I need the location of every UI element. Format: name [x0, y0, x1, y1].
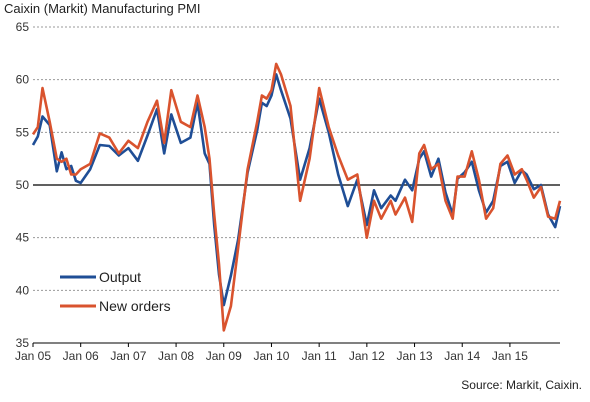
x-tick-label: Jan 07	[110, 349, 146, 363]
y-axis: 35 40 45 50 55 60 65	[16, 20, 30, 350]
legend-label: New orders	[99, 298, 171, 314]
y-tick-label: 50	[16, 178, 30, 192]
x-tick-labels: Jan 05 Jan 06 Jan 07 Jan 08 Jan 09 Jan 10 Jan …	[15, 349, 528, 363]
y-tick-label: 60	[16, 73, 30, 87]
series-line-new-orders	[31, 62, 562, 332]
x-tick-label: Jan 10	[253, 349, 289, 363]
x-tick-label: Jan 13	[397, 349, 433, 363]
y-tick-label: 35	[16, 336, 30, 350]
x-tick-label: Jan 05	[15, 349, 51, 363]
x-tick-label: Jan 14	[444, 349, 480, 363]
x-tick-label: Jan 09	[206, 349, 242, 363]
y-tick-label: 40	[16, 283, 30, 297]
x-tick-label: Jan 12	[349, 349, 385, 363]
x-tick-label: Jan 15	[492, 349, 528, 363]
series-line-output	[31, 73, 562, 307]
x-tick-label: Jan 11	[302, 349, 337, 363]
source-note: Source: Markit, Caixin.	[461, 378, 582, 392]
y-tick-label: 65	[16, 20, 30, 34]
y-tick-label: 45	[16, 231, 30, 245]
legend-label: Output	[99, 269, 141, 285]
x-tick-label: Jan 08	[158, 349, 194, 363]
y-tick-label: 55	[16, 125, 30, 139]
x-axis	[32, 342, 560, 347]
series-lines	[31, 62, 562, 332]
chart-title: Caixin (Markit) Manufacturing PMI	[4, 1, 201, 16]
x-tick-label: Jan 06	[63, 349, 99, 363]
legend: Output New orders	[60, 269, 171, 314]
